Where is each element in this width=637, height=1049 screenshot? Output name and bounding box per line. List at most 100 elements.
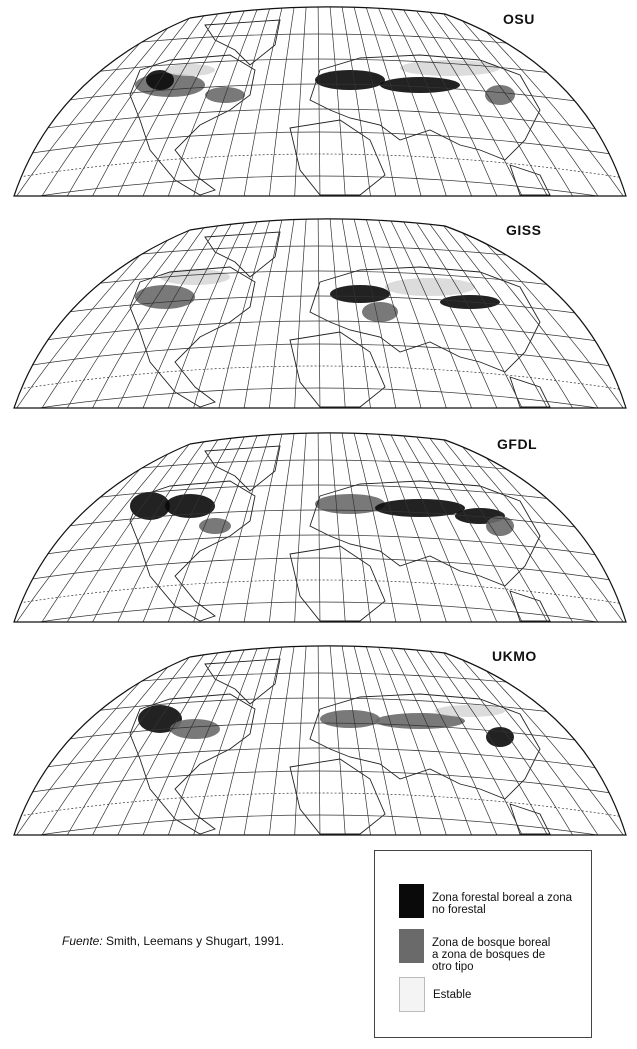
coastline (509, 803, 551, 835)
coastline (204, 445, 281, 492)
map-giss: GISS (0, 212, 637, 417)
legend-label: Estable (433, 989, 472, 1001)
parallel-line (14, 557, 626, 585)
parallel-line (14, 131, 626, 159)
coastline (129, 54, 256, 196)
meridian-line (90, 218, 220, 409)
meridian-line (394, 432, 499, 623)
map-outline (13, 432, 627, 623)
map-ukmo: UKMO (0, 639, 637, 844)
meridian-line (328, 645, 346, 836)
boreal-change-region (320, 710, 380, 728)
meridian-line (141, 218, 242, 409)
meridian-line (416, 645, 550, 836)
parallel-line (14, 814, 626, 836)
meridian-line (372, 6, 448, 197)
coastline (309, 54, 541, 161)
coastline (509, 376, 551, 408)
coastline (289, 758, 386, 835)
meridian-line (383, 432, 474, 623)
meridian-line (166, 218, 253, 409)
boreal-change-region (400, 60, 500, 76)
map-osu: OSU (0, 0, 637, 205)
meridian-line (449, 645, 626, 836)
meridian-line (217, 432, 275, 623)
meridian-line (243, 645, 286, 836)
legend-item-boreal-to-other-forest: Zona de bosque boreal a zona de bosques … (399, 929, 557, 973)
meridian-line (427, 218, 576, 409)
meridian-line (383, 6, 474, 197)
boreal-change-region (130, 492, 170, 520)
meridian-line (141, 645, 242, 836)
meridian-line (394, 218, 499, 409)
meridian-line (115, 218, 231, 409)
boreal-change-region (165, 64, 215, 76)
meridian-line (339, 645, 372, 836)
world-map (13, 218, 627, 409)
boreal-change-region (165, 494, 215, 518)
meridian-line (217, 645, 275, 836)
boreal-change-region (385, 278, 475, 296)
boreal-change-region (375, 713, 465, 729)
model-label: UKMO (492, 648, 537, 664)
coastline (309, 480, 541, 587)
meridian-line (339, 432, 372, 623)
meridian-line (427, 6, 576, 197)
meridian-line (192, 645, 264, 836)
meridian-line (383, 218, 474, 409)
parallel-line (14, 534, 626, 562)
meridian-line (39, 645, 198, 836)
meridian-line (14, 218, 187, 409)
meridian-line (317, 432, 321, 623)
map-body (14, 218, 626, 409)
meridian-line (361, 6, 423, 197)
meridian-line (416, 432, 550, 623)
meridian-line (350, 432, 397, 623)
parallel-line (14, 108, 626, 136)
meridian-line (39, 432, 198, 623)
coastline (129, 480, 256, 622)
boreal-change-region (170, 719, 220, 739)
meridian-line (317, 6, 321, 197)
meridian-line (317, 645, 321, 836)
meridian-line (64, 432, 209, 623)
meridian-line (405, 645, 525, 836)
equator-line (14, 579, 626, 607)
legend-swatch (399, 977, 425, 1012)
map-body (14, 645, 626, 836)
model-label: GISS (506, 222, 542, 238)
meridian-line (427, 645, 576, 836)
meridian-line (328, 432, 346, 623)
meridian-line (416, 6, 550, 197)
coastline (289, 545, 386, 622)
meridian-line (14, 6, 187, 197)
legend-swatch (399, 884, 424, 918)
boreal-change-region (199, 518, 231, 534)
meridian-line (294, 6, 308, 197)
meridian-line (350, 218, 397, 409)
meridian-line (416, 218, 550, 409)
meridian-line (438, 645, 601, 836)
meridian-line (192, 432, 264, 623)
meridian-line (90, 6, 220, 197)
meridian-line (405, 432, 525, 623)
meridian-line (383, 645, 474, 836)
map-gfdl: GFDL (0, 426, 637, 631)
meridian-line (14, 432, 187, 623)
coastline (129, 266, 256, 408)
coastline (289, 119, 386, 196)
boreal-change-region (315, 70, 385, 90)
meridian-line (217, 6, 275, 197)
meridian-line (339, 6, 372, 197)
coastline (509, 590, 551, 622)
meridian-line (115, 6, 231, 197)
meridian-line (350, 645, 397, 836)
coastline (309, 693, 541, 800)
coastline (289, 331, 386, 408)
parallel-line (14, 747, 626, 775)
meridian-line (268, 6, 297, 197)
parallel-line (14, 770, 626, 798)
meridian-line (217, 218, 275, 409)
parallel-line (14, 320, 626, 348)
model-label: GFDL (497, 436, 538, 452)
